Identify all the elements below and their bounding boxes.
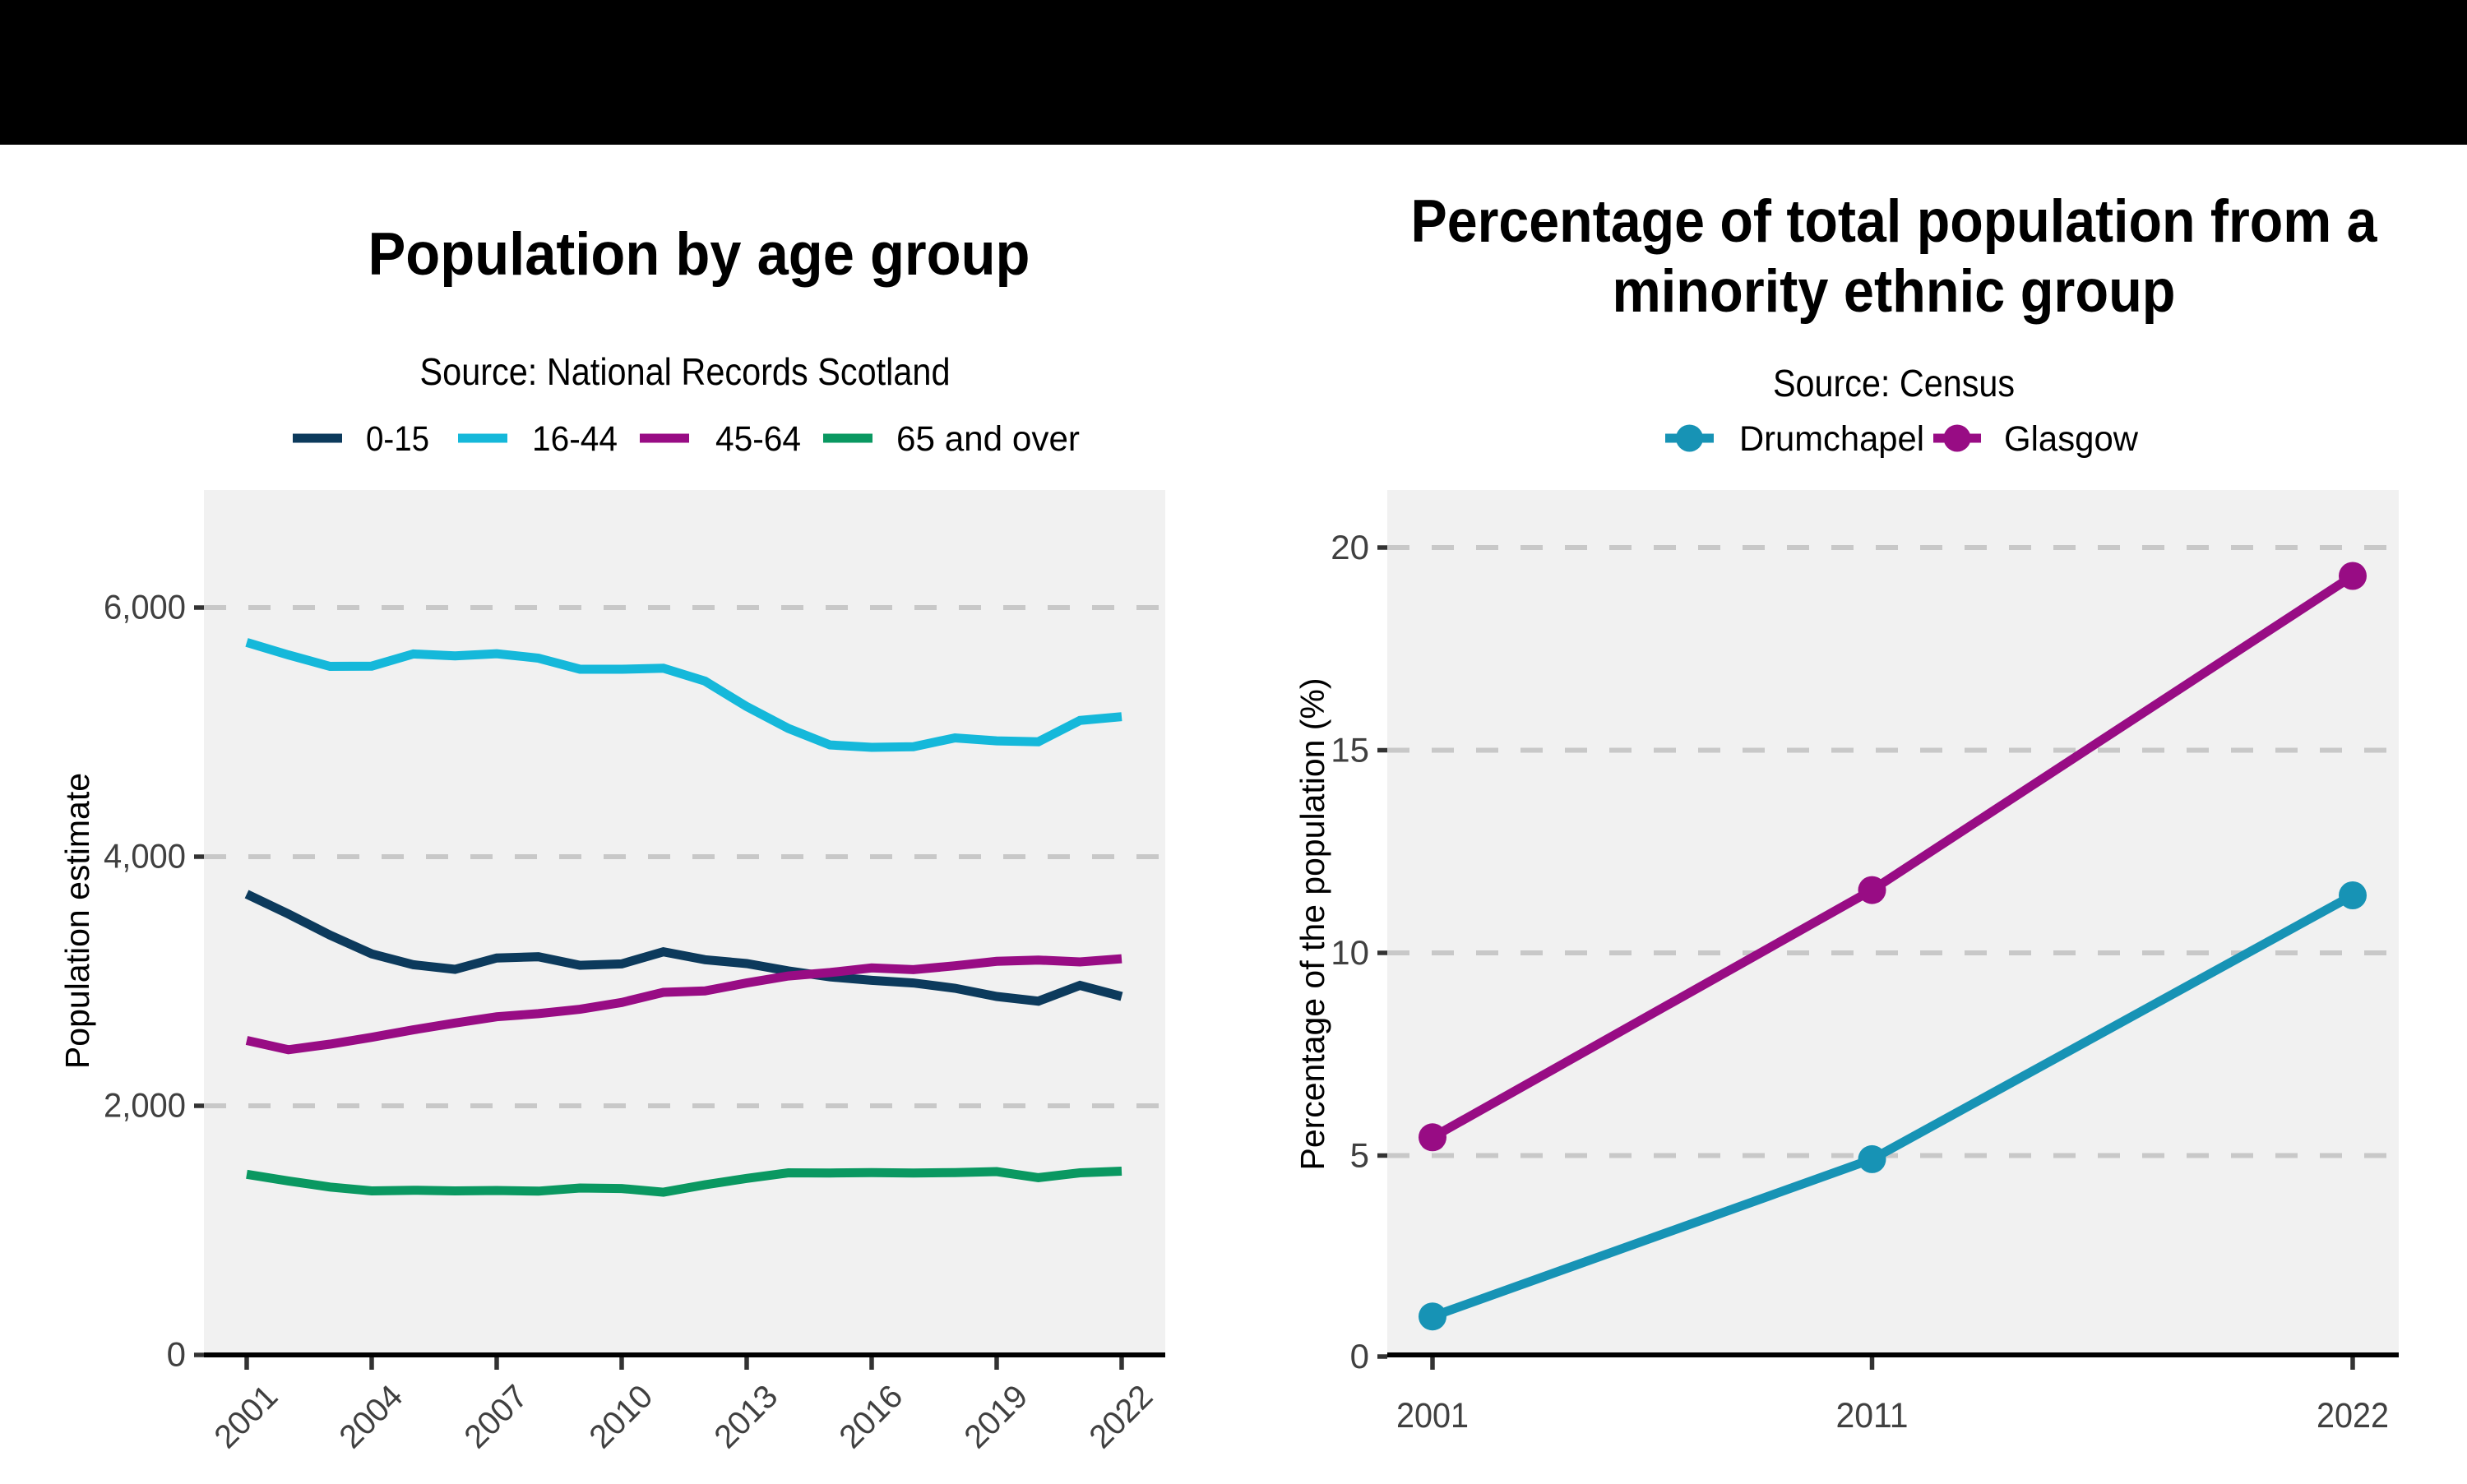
svg-text:0: 0 bbox=[1350, 1337, 1369, 1375]
svg-text:minority ethnic group: minority ethnic group bbox=[1613, 258, 2176, 325]
svg-text:2007: 2007 bbox=[457, 1378, 535, 1455]
svg-text:Drumchapel: Drumchapel bbox=[1739, 419, 1924, 459]
svg-text:4,000: 4,000 bbox=[104, 837, 186, 876]
svg-text:2013: 2013 bbox=[707, 1378, 785, 1455]
svg-text:2019: 2019 bbox=[957, 1378, 1034, 1455]
svg-text:6,000: 6,000 bbox=[104, 588, 186, 626]
svg-text:2016: 2016 bbox=[832, 1378, 910, 1455]
svg-text:2,000: 2,000 bbox=[104, 1086, 186, 1125]
svg-text:Percentage of total population: Percentage of total population from a bbox=[1411, 188, 2378, 255]
svg-text:45-64: 45-64 bbox=[715, 419, 801, 459]
svg-text:Population estimate: Population estimate bbox=[58, 773, 96, 1069]
svg-text:2001: 2001 bbox=[207, 1378, 285, 1455]
svg-text:0-15: 0-15 bbox=[366, 419, 429, 459]
svg-text:5: 5 bbox=[1350, 1136, 1369, 1175]
svg-text:2022: 2022 bbox=[1082, 1378, 1159, 1455]
svg-text:0: 0 bbox=[167, 1335, 186, 1374]
svg-text:Population by age group: Population by age group bbox=[368, 221, 1030, 288]
svg-text:15: 15 bbox=[1331, 731, 1369, 770]
svg-text:Source: Census: Source: Census bbox=[1773, 362, 2015, 405]
svg-text:16-44: 16-44 bbox=[532, 419, 618, 459]
svg-text:2011: 2011 bbox=[1836, 1396, 1909, 1435]
svg-text:2004: 2004 bbox=[332, 1378, 410, 1455]
svg-text:65 and over: 65 and over bbox=[896, 419, 1080, 459]
svg-text:Source: National Records Scotl: Source: National Records Scotland bbox=[420, 350, 951, 393]
svg-text:Glasgow: Glasgow bbox=[2004, 419, 2139, 459]
svg-text:2010: 2010 bbox=[582, 1378, 660, 1455]
svg-text:20: 20 bbox=[1331, 528, 1369, 566]
svg-text:Percentage of the population (: Percentage of the population (%) bbox=[1294, 678, 1331, 1171]
svg-text:2001: 2001 bbox=[1396, 1396, 1469, 1435]
svg-text:2022: 2022 bbox=[2317, 1396, 2389, 1435]
svg-text:10: 10 bbox=[1331, 933, 1369, 972]
